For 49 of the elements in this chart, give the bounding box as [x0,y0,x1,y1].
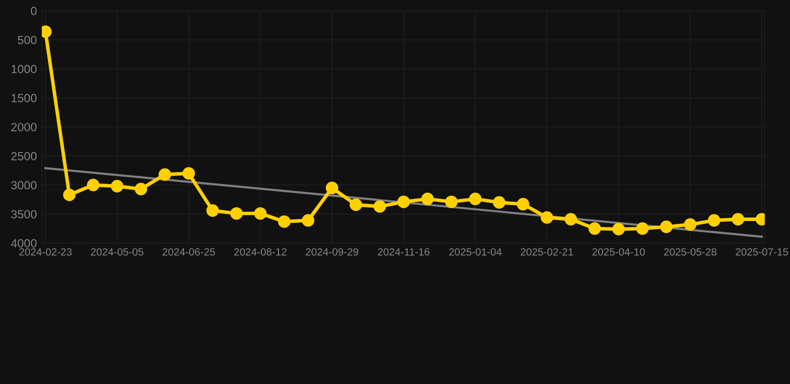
y-tick-label: 1500 [12,94,37,102]
point [564,213,578,226]
point [445,196,458,208]
point [708,214,720,227]
y-tick-label: 3500 [11,210,37,218]
point [636,222,649,235]
point [158,168,172,181]
point [182,167,195,180]
point [110,180,124,192]
point [540,211,554,224]
point [134,182,148,196]
point [421,192,434,206]
y-tick-label: 1000 [12,64,37,74]
point [302,214,314,227]
y-tick-label: 500 [18,36,37,44]
point [278,215,291,228]
y-tick-label: 0 [30,6,37,16]
point [63,188,76,202]
x-tick-label: 2024-06-25 [162,248,215,256]
y-tick-label: 2000 [11,122,37,132]
point [469,192,482,206]
y-tick-label: 3000 [11,181,37,190]
point [660,220,673,234]
x-tick-label: 2024-08-12 [234,248,286,256]
x-tick-label: 2024-09-29 [306,248,358,256]
point [684,218,696,231]
y-tick-label: 2500 [11,152,37,160]
x-tick-label: 2024-11-16 [378,248,430,256]
point [254,207,267,220]
x-tick-label: 2025-02-21 [520,248,574,256]
point [588,222,601,235]
point [732,213,744,226]
point [612,222,625,236]
point [350,198,362,211]
x-tick-label: 2024-05-05 [90,248,144,256]
y-tick-label: 4000 [11,239,37,248]
x-tick-label: 2025-05-28 [664,248,716,256]
x-tick-label: 2024-02-23 [19,248,72,256]
point [86,178,100,192]
point [397,196,410,208]
x-tick-label: 2025-07-15 [736,248,788,256]
x-tick-label: 2025-04-10 [592,248,645,256]
point [374,200,386,213]
point [230,207,243,220]
point [206,204,219,217]
point [492,196,506,209]
x-tick-label: 2025-01-04 [449,248,502,256]
point [326,182,338,194]
point [516,198,530,210]
